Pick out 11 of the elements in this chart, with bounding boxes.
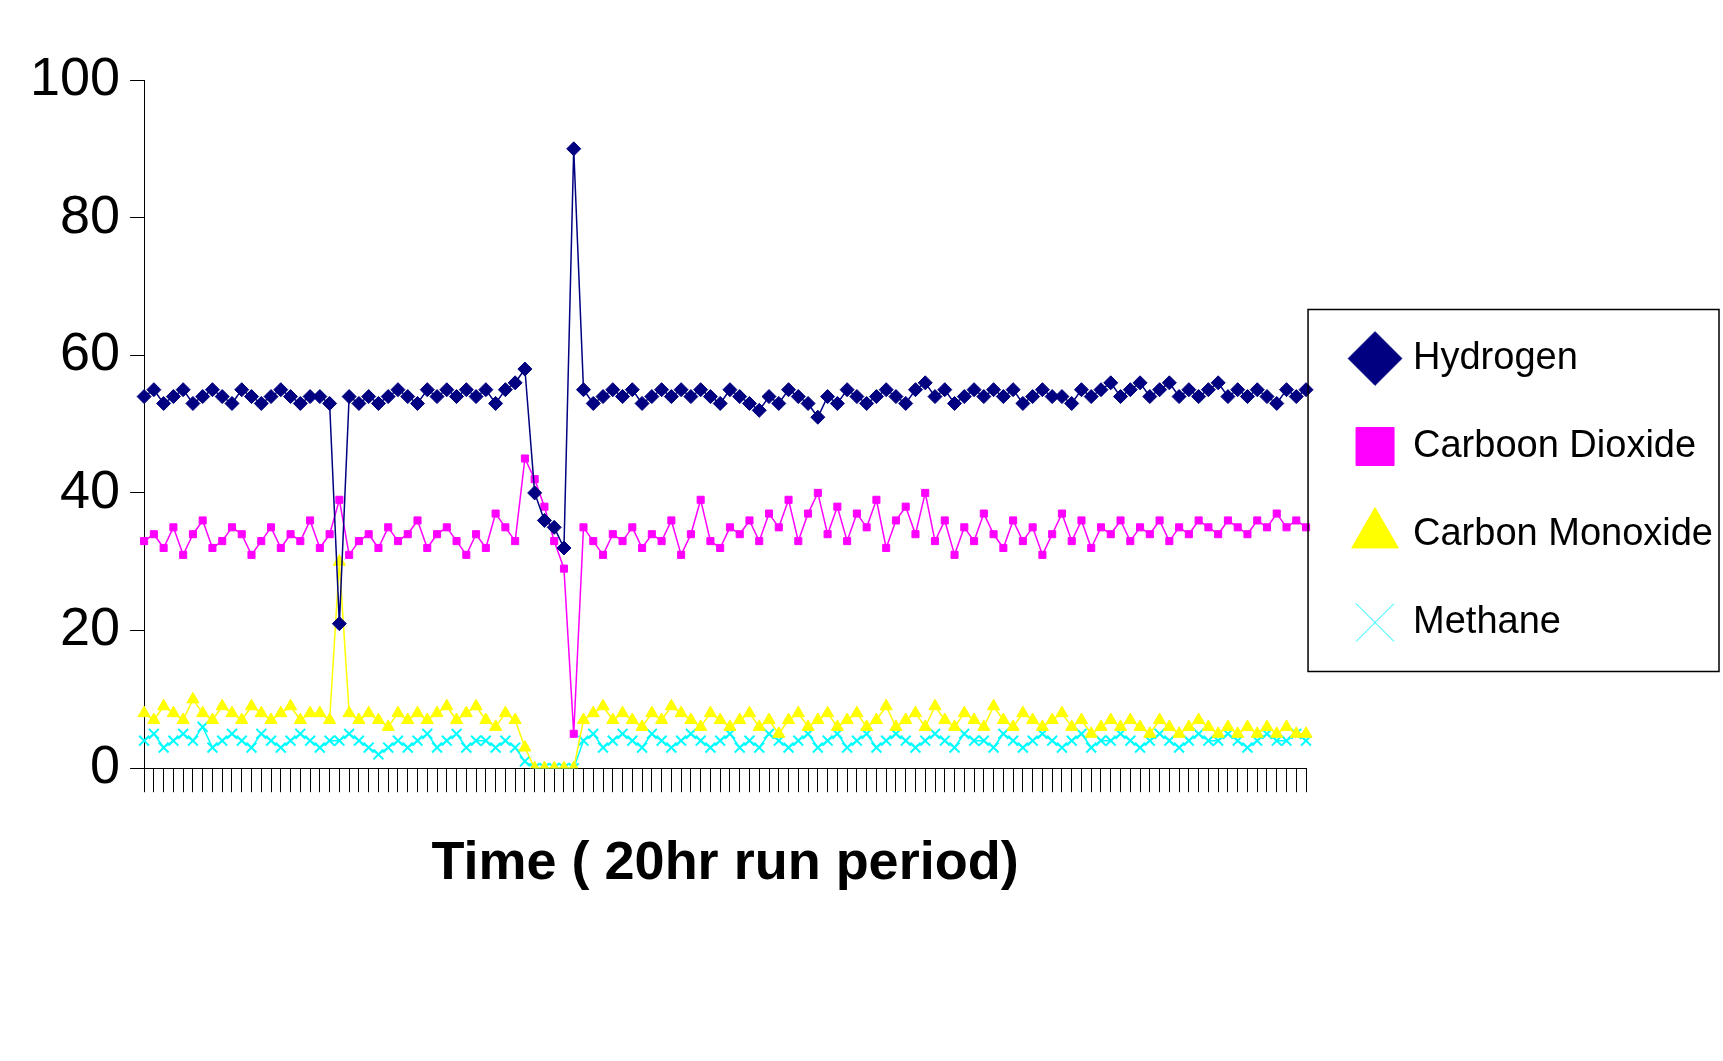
y-tick-label: 40: [60, 458, 121, 519]
x-axis-title: Time ( 20hr run period): [431, 830, 1019, 891]
legend-label: Carbon Monoxide: [1413, 510, 1714, 553]
legend-label: Methane: [1413, 598, 1561, 641]
y-tick-label: 0: [90, 734, 121, 795]
legend-label: Hydrogen: [1413, 334, 1578, 377]
y-tick-label: 60: [60, 321, 121, 382]
y-tick-label: 20: [60, 596, 121, 657]
y-tick-label: 80: [60, 183, 121, 244]
y-tick-label: 100: [29, 45, 121, 106]
legend-label: Carboon Dioxide: [1413, 422, 1697, 465]
